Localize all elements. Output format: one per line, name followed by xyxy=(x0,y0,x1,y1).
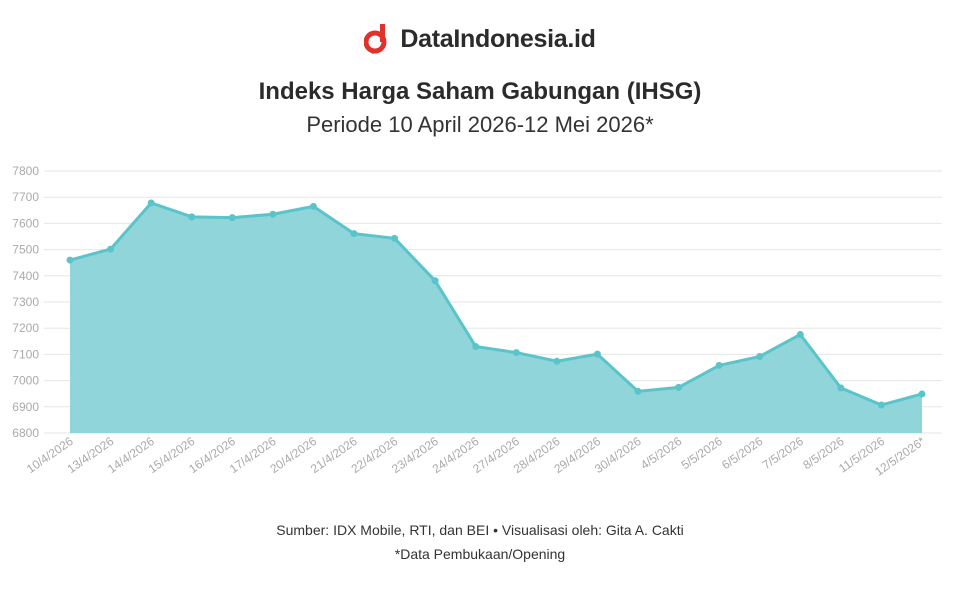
x-tick-label: 5/5/2026 xyxy=(679,434,726,472)
data-point-20 xyxy=(877,401,885,409)
y-tick-label: 7000 xyxy=(12,374,39,388)
y-tick-label: 7700 xyxy=(12,190,39,204)
data-point-14 xyxy=(634,387,642,395)
chart-title: Indeks Harga Saham Gabungan (IHSG) xyxy=(258,78,702,105)
y-tick-label: 7300 xyxy=(12,295,39,309)
data-point-19 xyxy=(837,384,845,392)
data-point-4 xyxy=(228,214,236,222)
data-point-21 xyxy=(918,390,926,398)
data-point-18 xyxy=(796,330,804,338)
x-axis-labels: 10/4/202613/4/202614/4/202615/4/202616/4… xyxy=(24,434,928,479)
data-point-1 xyxy=(107,245,115,253)
brand-name: DataIndonesia.id xyxy=(400,24,596,53)
y-tick-label: 7200 xyxy=(12,321,39,335)
data-point-5 xyxy=(269,210,277,218)
data-point-15 xyxy=(675,383,683,391)
data-point-10 xyxy=(472,343,480,351)
data-point-13 xyxy=(593,350,601,358)
x-tick-label: 30/4/2026 xyxy=(592,434,644,476)
d-logo-icon xyxy=(364,24,387,54)
area-layer xyxy=(69,201,923,433)
source-text: Sumber: IDX Mobile, RTI, dan BEI • Visua… xyxy=(276,522,684,538)
x-tick-label: 4/5/2026 xyxy=(638,434,685,472)
data-point-12 xyxy=(553,357,561,365)
y-tick-label: 7100 xyxy=(12,347,39,361)
brand-header: DataIndonesia.id xyxy=(0,24,960,54)
y-tick-label: 7800 xyxy=(12,164,39,178)
data-point-16 xyxy=(715,361,723,369)
point-layer xyxy=(66,199,926,409)
y-tick-label: 6800 xyxy=(12,426,39,440)
x-tick-label: 6/5/2026 xyxy=(719,434,766,472)
line-area-chart: 6800 6900 7000 7100 7200 7300 7400 7500 7600 7700… xyxy=(12,164,942,479)
data-point-8 xyxy=(391,234,399,242)
y-axis-labels: 6800 6900 7000 7100 7200 7300 7400 7500 7600 7700… xyxy=(12,164,39,440)
data-point-17 xyxy=(756,352,764,360)
y-tick-label: 7400 xyxy=(12,269,39,283)
chart-subtitle: Periode 10 April 2026-12 Mei 2026* xyxy=(306,112,654,137)
y-tick-label: 7600 xyxy=(12,216,39,230)
x-tick-label: 7/5/2026 xyxy=(760,434,807,472)
data-point-2 xyxy=(147,199,155,207)
data-point-7 xyxy=(350,230,358,238)
data-point-9 xyxy=(431,277,439,285)
data-point-0 xyxy=(66,256,74,264)
y-tick-label: 7500 xyxy=(12,243,39,257)
y-tick-label: 6900 xyxy=(12,400,39,414)
footnote: *Data Pembukaan/Opening xyxy=(394,546,566,562)
data-point-11 xyxy=(512,349,520,357)
series-line xyxy=(69,201,923,407)
data-point-3 xyxy=(188,213,196,221)
area-fill xyxy=(70,202,922,433)
data-point-6 xyxy=(309,202,317,210)
